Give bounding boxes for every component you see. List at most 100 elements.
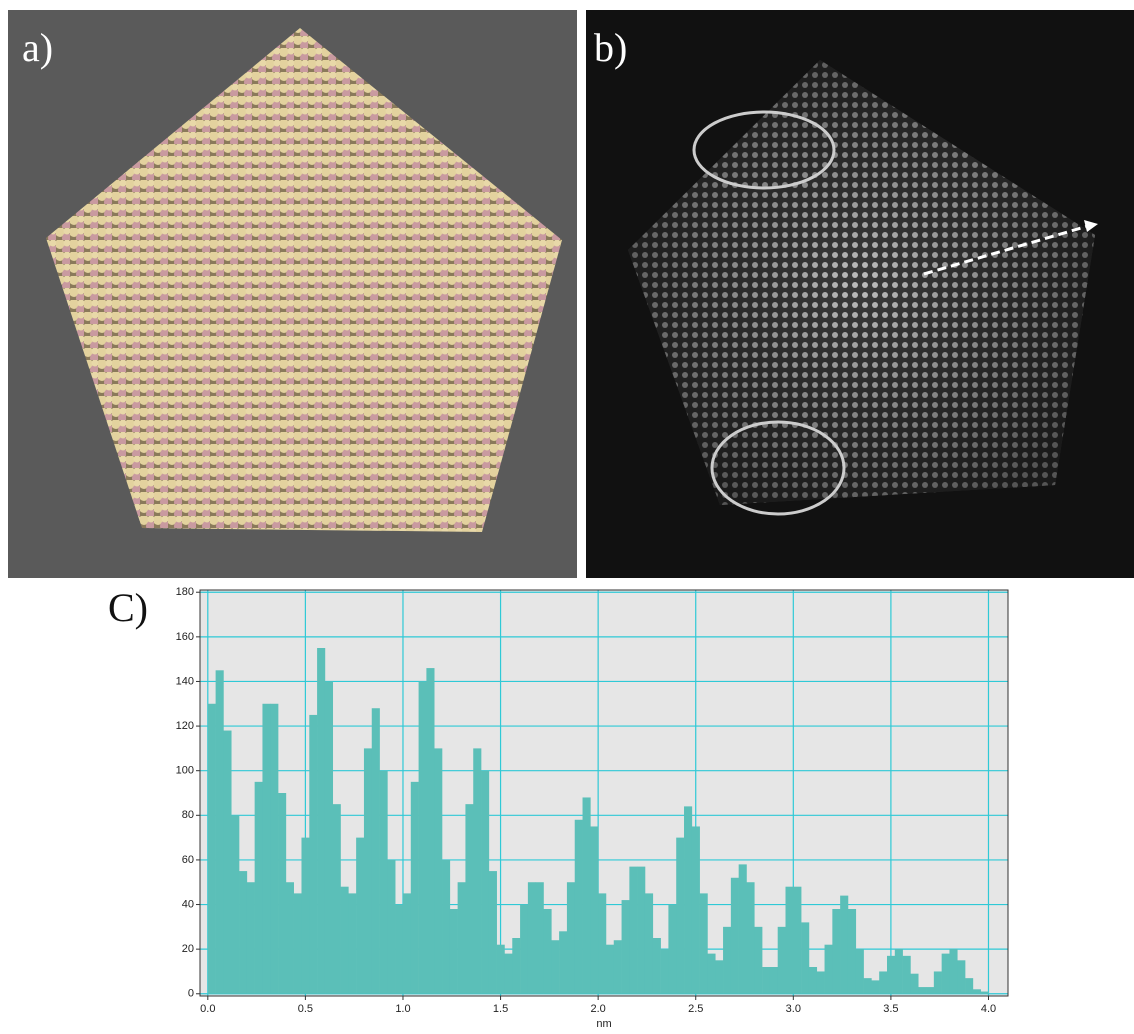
bar [208,704,216,994]
y-tick-label: 120 [176,720,194,732]
bar [512,938,520,994]
bar [442,860,450,994]
bar [536,882,544,994]
bar [895,949,903,994]
bar [575,820,583,994]
bar [965,978,973,994]
bar [903,956,911,994]
bar [910,974,918,994]
y-tick-label: 140 [176,675,194,687]
bar [286,882,294,994]
bar [239,871,247,994]
x-tick-label: 2.5 [688,1003,703,1015]
bar [949,949,957,994]
bar [856,949,864,994]
bar [325,681,333,993]
bar [489,871,497,994]
bar [465,804,473,994]
bar [661,949,669,994]
panel-label: a) [22,25,53,70]
bar [770,967,778,994]
bar [692,826,700,993]
bar [840,896,848,994]
x-tick-label: 4.0 [981,1003,996,1015]
bar [668,905,676,994]
bar [333,804,341,994]
bar [934,971,942,993]
x-tick-label: 0.0 [200,1003,215,1015]
bar [559,931,567,993]
bar [380,771,388,994]
bar [372,708,380,994]
x-tick-label: 2.0 [590,1003,605,1015]
bar [762,967,770,994]
bar [715,960,723,993]
bar [746,882,754,994]
bar [247,882,255,994]
bar [387,860,395,994]
x-tick-label: 3.5 [883,1003,898,1015]
bar [918,987,926,994]
y-tick-label: 60 [182,854,194,866]
bar [809,967,817,994]
x-axis-label: nm [596,1018,611,1030]
x-tick-label: 1.0 [395,1003,410,1015]
bar [590,826,598,993]
bar [309,715,317,994]
bar [262,704,270,994]
bar [270,704,278,994]
bar [879,971,887,993]
bar [317,648,325,994]
panel-label: b) [594,25,627,70]
bar [739,864,747,993]
bar [458,882,466,994]
y-tick-label: 80 [182,809,194,821]
bar [551,940,559,994]
bar [684,806,692,993]
bar [419,681,427,993]
bar [504,954,512,994]
y-tick-label: 40 [182,898,194,910]
bar [957,960,965,993]
bar [723,927,731,994]
bar [395,905,403,994]
y-tick-label: 0 [188,988,194,1000]
bar [887,956,895,994]
bar [645,893,653,993]
panel-label: C) [108,585,148,630]
bar [926,987,934,994]
bar [817,971,825,993]
bar [520,905,528,994]
bar [871,980,879,993]
bar [497,945,505,994]
bar [450,909,458,994]
bar [606,945,614,994]
bar [231,815,239,993]
bar [411,782,419,994]
bar [825,945,833,994]
bar [981,992,989,994]
bar [543,909,551,994]
bar [348,893,356,993]
y-tick-label: 180 [176,586,194,598]
bar [801,922,809,993]
bar [434,748,442,993]
bar [629,867,637,994]
panel-a: a) [8,10,577,578]
bar [294,893,302,993]
bar [426,668,434,994]
bar [583,797,591,993]
bar [793,887,801,994]
y-tick-label: 20 [182,943,194,955]
bar [598,893,606,993]
bar [700,893,708,993]
bar [786,887,794,994]
bar [676,838,684,994]
histogram-chart: C) 0204060801001201401601800.00.51.01.52… [108,585,1008,1030]
bar [942,954,950,994]
bar [364,748,372,993]
bar [731,878,739,994]
x-tick-label: 3.0 [786,1003,801,1015]
bar [481,771,489,994]
bar [707,954,715,994]
